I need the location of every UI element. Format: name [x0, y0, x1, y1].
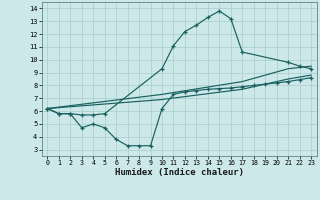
X-axis label: Humidex (Indice chaleur): Humidex (Indice chaleur)	[115, 168, 244, 177]
